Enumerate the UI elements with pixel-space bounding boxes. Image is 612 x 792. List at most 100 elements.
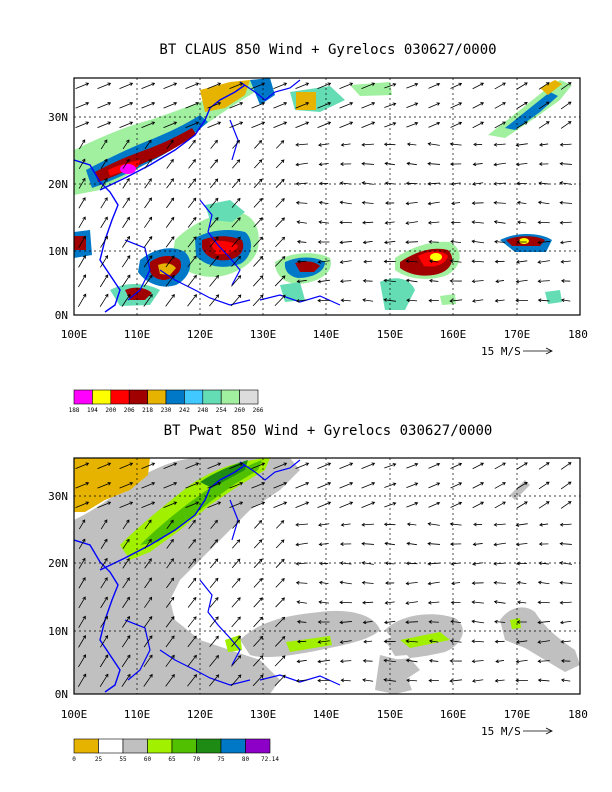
wind-arrow: [229, 501, 244, 509]
wind-arrow: [537, 640, 550, 644]
wind-arrow: [295, 162, 308, 167]
wind-arrow: [185, 481, 200, 489]
wind-arrow: [450, 121, 463, 128]
wind-arrow: [187, 274, 197, 287]
vector-scale-label: 15 M/S: [481, 345, 521, 358]
x-tick: 180: [568, 708, 588, 721]
wind-arrow: [99, 673, 109, 687]
wind-arrow: [78, 177, 86, 189]
wind-arrow: [559, 620, 572, 625]
wind-arrow: [317, 82, 332, 90]
wind-arrow: [538, 481, 550, 490]
wind-arrow: [187, 197, 197, 209]
wind-arrow: [163, 101, 178, 109]
wind-arrow: [537, 678, 550, 683]
x-tick: 140E: [313, 708, 340, 721]
wind-arrow: [252, 674, 264, 687]
wind-arrow: [121, 673, 131, 687]
wind-arrow: [273, 481, 288, 489]
wind-arrow: [231, 577, 241, 588]
wind-arrow: [471, 581, 484, 586]
wind-arrow: [144, 178, 152, 189]
x-tick: 150E: [377, 328, 404, 341]
wind-arrow: [428, 462, 441, 469]
wind-arrow: [495, 659, 505, 664]
wind-arrow: [119, 101, 134, 109]
wind-arrow: [361, 121, 376, 129]
wind-arrow: [231, 655, 242, 667]
wind-arrow: [362, 279, 373, 283]
wind-arrow: [229, 481, 244, 489]
wind-arrow: [144, 158, 152, 169]
wind-arrow: [362, 240, 373, 245]
wind-arrow: [253, 635, 264, 647]
colorbar-tick: 200: [105, 407, 116, 414]
wind-arrow: [275, 539, 285, 549]
wind-arrow: [100, 577, 108, 589]
wind-arrow: [449, 259, 462, 263]
wind-arrow: [449, 679, 462, 683]
wind-arrow: [560, 121, 572, 129]
x-tick: 170E: [504, 708, 531, 721]
colorbar-tick: 0: [72, 756, 76, 763]
wind-arrow: [100, 635, 109, 648]
wind-arrow: [384, 102, 397, 108]
wind-arrow: [516, 580, 527, 585]
wind-arrow: [538, 82, 550, 90]
colorbar-tick: 25: [95, 756, 103, 763]
wind-arrow: [405, 259, 418, 264]
wind-arrow: [144, 197, 152, 209]
wind-arrow: [273, 121, 288, 129]
wind-arrow: [100, 139, 108, 150]
y-axis-labels: 0N 10N 20N 30N: [48, 111, 68, 322]
wind-arrow: [296, 259, 307, 264]
wind-arrow: [165, 635, 175, 648]
wind-arrow: [100, 255, 109, 268]
wind-arrow: [78, 538, 86, 550]
wind-arrow: [119, 481, 134, 489]
wind-arrow: [78, 274, 87, 288]
wind-arrow: [122, 216, 130, 228]
panel-pwat: BT Pwat 850 Wind + Gyrelocs 030627/0000: [48, 423, 588, 763]
wind-arrow: [516, 82, 528, 90]
wind-arrow: [339, 82, 354, 90]
wind-arrow: [144, 519, 152, 530]
wind-arrow: [516, 482, 528, 489]
wind-arrow: [122, 235, 131, 248]
wind-arrow: [405, 278, 418, 283]
wind-arrow: [295, 101, 310, 109]
colorbar-swatch: [73, 738, 99, 754]
wind-arrow: [122, 538, 130, 549]
arrow-icon: [545, 727, 553, 735]
wind-arrow: [275, 236, 286, 248]
wind-arrow: [406, 522, 417, 527]
wind-arrow: [295, 121, 310, 129]
wind-arrow: [449, 279, 462, 283]
wind-arrow: [207, 82, 222, 90]
wind-arrow: [560, 279, 571, 283]
wind-arrow: [339, 260, 352, 264]
wind-arrow: [276, 140, 285, 149]
wind-arrow: [209, 236, 219, 248]
wind-arrow: [493, 522, 506, 527]
wind-arrow: [165, 293, 175, 307]
wind-arrow: [100, 197, 108, 209]
wind-arrow: [559, 580, 572, 585]
wind-arrow: [275, 159, 285, 169]
wind-arrow: [383, 620, 396, 625]
wind-arrow: [143, 615, 153, 628]
wind-arrow: [428, 82, 441, 89]
wind-arrow: [100, 216, 108, 229]
wind-arrow: [494, 121, 506, 129]
wind-arrow: [406, 501, 419, 508]
wind-arrow: [75, 101, 90, 109]
wind-arrow: [274, 636, 286, 647]
wind-arrow: [231, 275, 242, 287]
wind-arrow: [143, 635, 153, 648]
wind-arrow: [295, 481, 310, 489]
colorbar-swatch: [184, 389, 204, 405]
wind-arrow: [97, 462, 112, 470]
wind-arrow: [187, 294, 197, 307]
wind-arrow: [141, 501, 156, 509]
wind-arrow: [473, 142, 483, 147]
